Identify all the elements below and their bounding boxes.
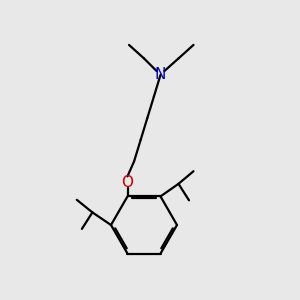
Text: O: O [122, 176, 134, 190]
Text: N: N [155, 68, 166, 82]
